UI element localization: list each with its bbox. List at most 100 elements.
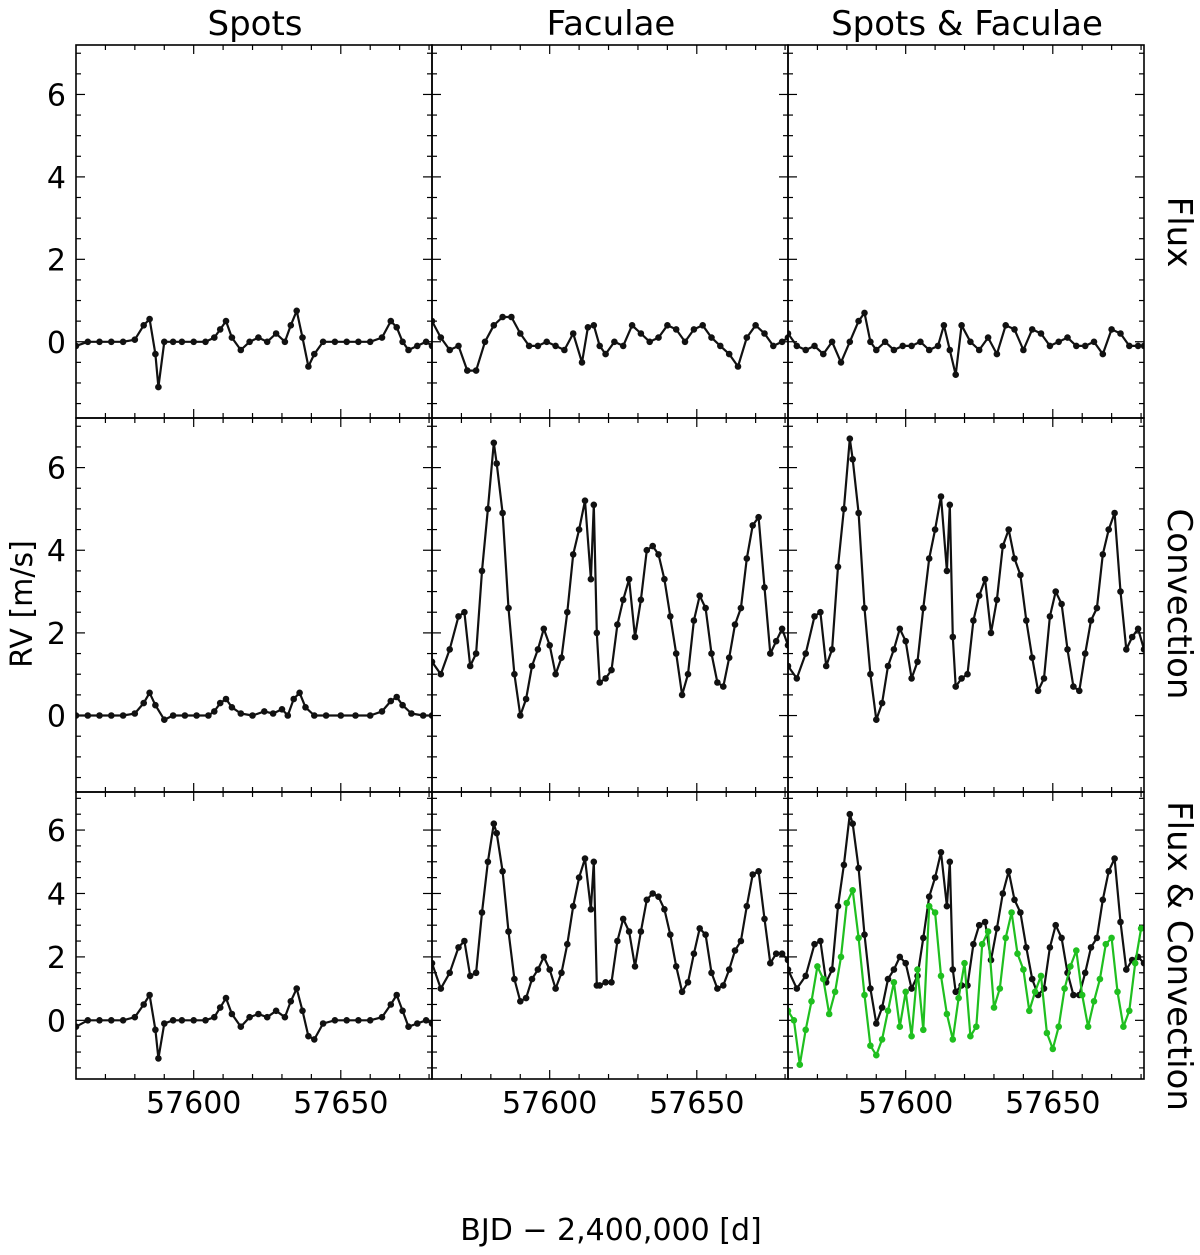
series-group-flux-convection-spots-faculae <box>788 810 1144 1068</box>
data-point <box>937 849 945 856</box>
data-point <box>861 991 868 999</box>
data-point <box>1140 342 1144 350</box>
data-point <box>499 868 506 875</box>
data-point <box>255 334 262 341</box>
data-point <box>472 969 480 977</box>
data-point <box>284 712 292 719</box>
data-point <box>587 575 595 583</box>
data-point <box>393 693 401 701</box>
data-point <box>925 902 933 910</box>
data-point <box>908 985 915 992</box>
data-point <box>873 1051 880 1059</box>
frame-flux-convection-faculae <box>431 791 789 1080</box>
data-point <box>643 546 651 554</box>
data-point <box>161 1020 168 1027</box>
data-point <box>946 346 954 354</box>
data-point <box>931 909 939 916</box>
data-point <box>140 699 147 707</box>
data-point <box>525 342 533 350</box>
data-point <box>455 342 462 350</box>
data-point <box>534 966 542 973</box>
data-point <box>820 975 827 983</box>
data-point <box>902 988 909 996</box>
data-point <box>522 994 530 1002</box>
data-point <box>920 934 927 942</box>
y-tick-label-flux-2: 2 <box>47 243 66 278</box>
data-point <box>1111 855 1118 862</box>
data-point <box>540 625 548 633</box>
data-point <box>108 338 115 346</box>
data-point <box>432 317 436 325</box>
data-point <box>155 383 162 391</box>
data-point <box>867 670 874 678</box>
data-point <box>784 956 788 964</box>
data-point <box>708 334 715 341</box>
data-point <box>355 338 362 346</box>
data-point <box>505 604 512 612</box>
data-point <box>528 975 536 983</box>
data-point <box>322 712 330 719</box>
data-point <box>419 712 427 719</box>
data-point <box>990 1004 998 1011</box>
data-point <box>1073 947 1080 954</box>
data-point <box>569 330 577 337</box>
data-point <box>1123 966 1130 973</box>
data-point <box>702 931 709 938</box>
data-point <box>552 985 559 992</box>
data-point <box>967 1032 974 1040</box>
data-point <box>366 712 374 719</box>
data-point <box>978 940 986 948</box>
data-point <box>387 697 395 705</box>
data-point <box>472 367 480 374</box>
data-point <box>743 902 751 910</box>
data-point <box>1087 617 1095 624</box>
data-point <box>281 338 289 346</box>
data-point <box>263 338 271 346</box>
data-point <box>937 972 945 980</box>
data-point <box>1058 600 1065 608</box>
data-point <box>772 950 780 957</box>
data-point <box>608 979 615 986</box>
data-point <box>1137 925 1144 932</box>
y-tick-label-flux-6: 6 <box>47 78 66 113</box>
data-point <box>552 342 559 350</box>
row-title-flux-convection: Flux & Convection <box>1159 801 1199 1111</box>
data-point <box>190 1017 197 1024</box>
data-point <box>293 307 301 315</box>
row-title-convection: Convection <box>1159 509 1199 700</box>
data-point <box>973 1023 980 1030</box>
data-point <box>305 1032 312 1040</box>
data-point <box>1134 342 1142 350</box>
data-point <box>1076 687 1083 695</box>
data-point <box>1084 1023 1092 1030</box>
data-point <box>84 338 92 346</box>
data-point <box>269 710 277 717</box>
data-point <box>849 820 856 827</box>
data-point <box>649 542 656 550</box>
data-point <box>846 338 854 346</box>
data-point <box>119 338 127 346</box>
data-point <box>843 899 851 907</box>
data-point <box>784 334 788 341</box>
data-point <box>84 712 92 719</box>
data-point <box>952 988 959 996</box>
data-point <box>867 985 874 992</box>
column-title-spots: Spots <box>207 4 302 44</box>
data-point <box>914 658 921 666</box>
data-point <box>602 350 609 358</box>
data-point <box>478 909 486 916</box>
data-point <box>828 338 836 346</box>
data-point <box>1093 604 1101 612</box>
data-point <box>993 925 1001 932</box>
data-point <box>405 346 412 354</box>
data-point <box>228 1010 236 1018</box>
data-point <box>96 338 103 346</box>
data-point <box>1017 909 1024 916</box>
data-point <box>387 1001 395 1008</box>
data-point <box>884 975 892 983</box>
data-point <box>399 701 406 709</box>
series-line-convection-spots-faculae-0 <box>788 437 1144 721</box>
data-point <box>931 874 939 881</box>
data-point <box>802 972 809 980</box>
data-point <box>873 1020 880 1027</box>
